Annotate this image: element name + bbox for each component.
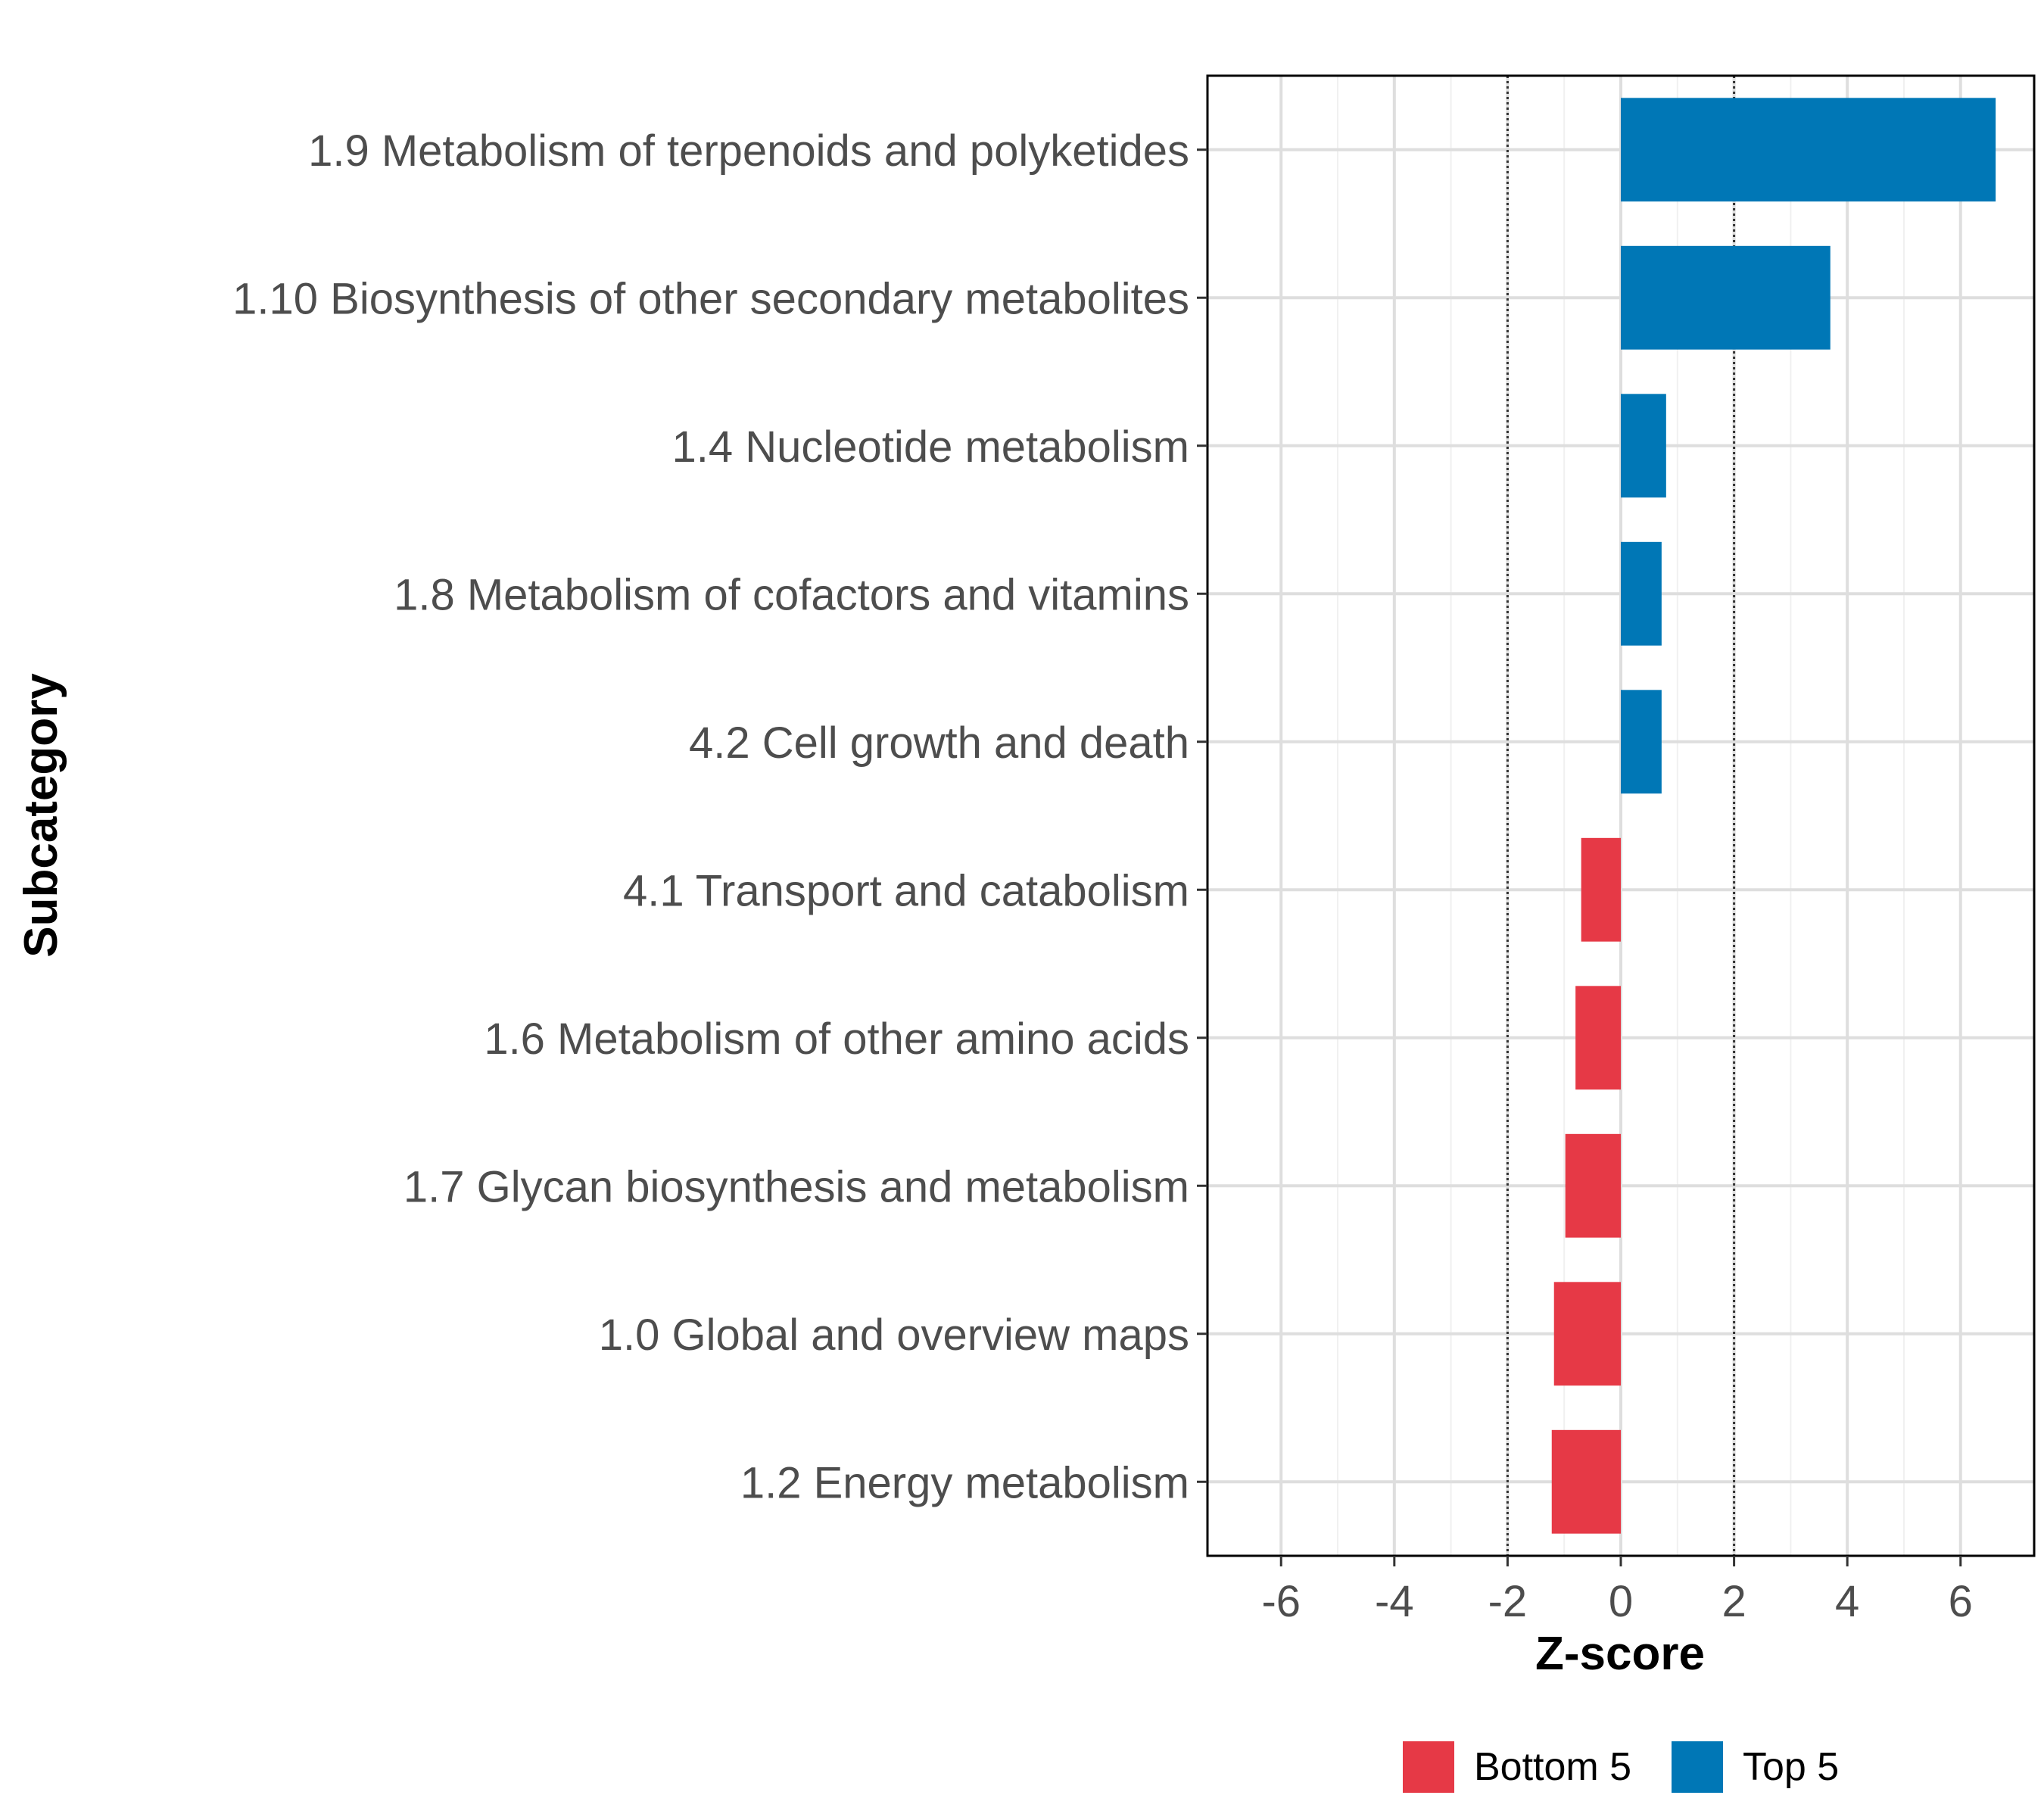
x-tick-label: 0	[1609, 1577, 1633, 1626]
y-axis-title: Subcategory	[15, 673, 67, 958]
y-tick-label: 1.6 Metabolism of other amino acids	[484, 1014, 1189, 1064]
bars	[1551, 98, 1996, 1534]
y-tick-label: 1.9 Metabolism of terpenoids and polyket…	[308, 126, 1189, 176]
bar	[1553, 1282, 1621, 1386]
bar	[1581, 837, 1621, 942]
y-tick-label: 1.0 Global and overview maps	[599, 1311, 1189, 1360]
legend-swatch-top5	[1672, 1741, 1723, 1793]
bar	[1621, 394, 1666, 498]
x-tick-label: 6	[1949, 1577, 1973, 1626]
bar	[1621, 690, 1662, 794]
bar	[1565, 1133, 1621, 1238]
bar	[1551, 1429, 1621, 1534]
x-tick-label: 4	[1835, 1577, 1859, 1626]
y-tick-label: 4.1 Transport and catabolism	[623, 866, 1189, 915]
y-tick-label: 1.4 Nucleotide metabolism	[672, 422, 1189, 472]
legend-label-top5: Top 5	[1743, 1745, 1839, 1789]
y-tick-label: 1.2 Energy metabolism	[740, 1458, 1189, 1507]
y-tick-label: 1.7 Glycan biosynthesis and metabolism	[404, 1162, 1189, 1211]
x-tick-label: -6	[1261, 1577, 1301, 1626]
bar	[1621, 541, 1662, 646]
y-tick-label: 1.10 Biosynthesis of other secondary met…	[232, 274, 1189, 323]
y-tick-label: 4.2 Cell growth and death	[689, 718, 1189, 768]
y-axis-ticks: 1.9 Metabolism of terpenoids and polyket…	[232, 126, 1207, 1507]
x-tick-label: -2	[1488, 1577, 1528, 1626]
legend-swatch-bottom5	[1403, 1741, 1454, 1793]
x-tick-label: 2	[1722, 1577, 1746, 1626]
legend: Bottom 5 Top 5	[1403, 1741, 1839, 1793]
x-axis-ticks: -6 -4 -2 0 2 4 6	[1261, 1556, 1973, 1626]
bar	[1621, 98, 1996, 202]
x-tick-label: -4	[1375, 1577, 1414, 1626]
x-axis-title: Z-score	[1535, 1628, 1705, 1680]
legend-label-bottom5: Bottom 5	[1474, 1745, 1631, 1789]
y-tick-label: 1.8 Metabolism of cofactors and vitamins	[394, 570, 1189, 619]
bar	[1621, 245, 1831, 350]
bar	[1575, 986, 1621, 1090]
